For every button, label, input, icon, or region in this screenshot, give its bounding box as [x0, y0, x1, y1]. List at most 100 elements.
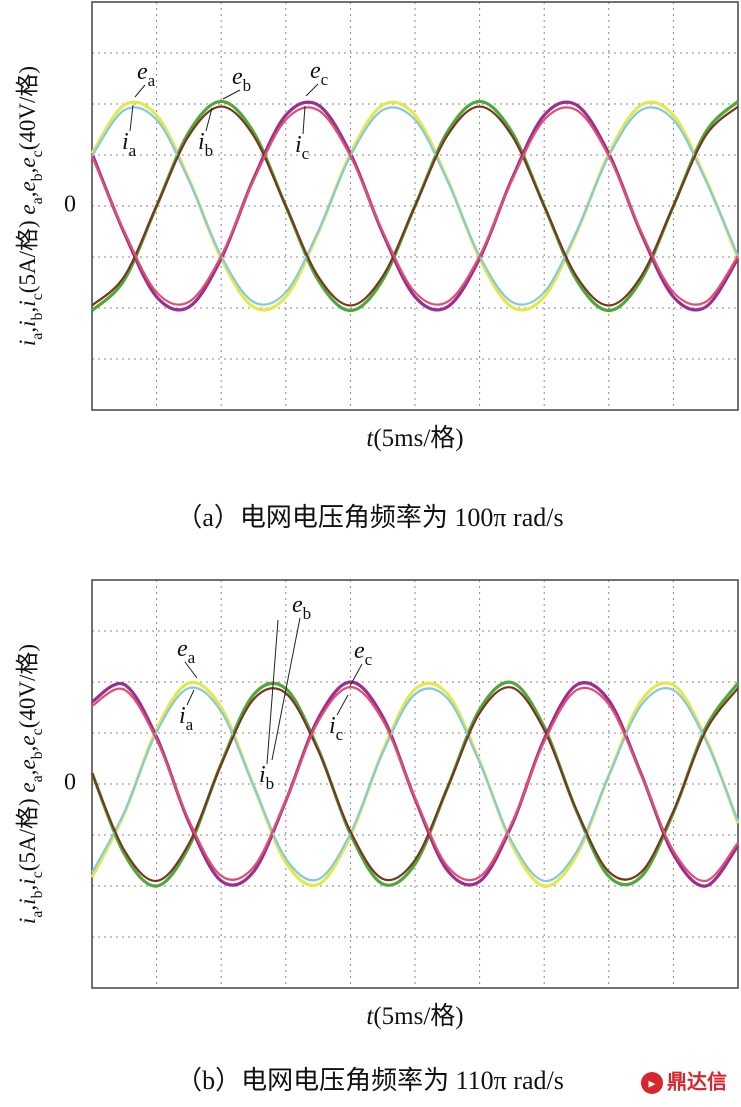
label-part: c [29, 293, 46, 300]
annotation-leader [266, 619, 279, 765]
annotation-sub: c [365, 650, 373, 669]
annotation-leader [186, 689, 195, 706]
label-part: t [366, 425, 374, 452]
annotation-name: e [354, 638, 365, 664]
annotation-sub: c [321, 70, 329, 89]
label-part: e [15, 181, 40, 191]
label-part: c [29, 871, 46, 878]
annotation-sub: c [302, 144, 310, 163]
watermark: 鼎达信 [667, 1070, 727, 1094]
label-part: , [15, 905, 40, 911]
annotation-leader [205, 107, 213, 132]
label-part: (5ms/格) [373, 424, 463, 452]
annotation-name: i [122, 129, 129, 155]
series-annotation: ia [122, 129, 137, 161]
label-part: (5ms/格) [373, 1002, 463, 1030]
series-annotation: ea [177, 636, 196, 668]
label-part: e [15, 157, 40, 167]
annotation-leader [271, 617, 301, 761]
caption: （b）电网电压角频率为 110π rad/s [176, 1066, 564, 1095]
annotation-name: e [177, 636, 188, 662]
label-part: , [15, 307, 40, 313]
annotation-name: e [292, 592, 303, 618]
annotation-name: i [198, 129, 205, 155]
label-part: (5A/格) [15, 793, 40, 872]
label-part: , [15, 327, 40, 333]
label-part: a [29, 333, 46, 340]
series-line [90, 106, 739, 306]
y-tick-label: 0 [64, 192, 76, 218]
x-axis-label: t(5ms/格) [366, 424, 463, 452]
x-axis-label: t(5ms/格) [366, 1002, 463, 1030]
label-part: e [15, 782, 40, 792]
annotation-leader [349, 663, 363, 687]
label-part: a [29, 197, 46, 204]
series-annotation: ib [198, 129, 213, 161]
label-part: e [15, 759, 40, 769]
annotation-leader [129, 104, 134, 132]
caption: （a）电网电压角频率为 100π rad/s [176, 503, 563, 532]
series-line [90, 686, 739, 883]
series-line [91, 105, 739, 307]
series-annotation: ic [329, 713, 344, 745]
label-part: , [15, 770, 40, 776]
label-part: i [15, 878, 40, 884]
label-part: (5A/格) [15, 215, 40, 294]
label-part: a [29, 911, 46, 918]
label-part: i [15, 898, 40, 904]
series-line [91, 106, 740, 306]
annotation-leader [184, 661, 198, 679]
label-part: t [366, 1003, 374, 1030]
label-part: b [29, 173, 46, 181]
annotation-name: e [232, 64, 243, 90]
watermark-logo: ▶ [641, 1072, 663, 1094]
label-part: c [29, 150, 46, 157]
label-part: (40V/格) [15, 66, 40, 150]
annotation-leader [222, 89, 241, 100]
label-part: i [15, 300, 40, 306]
annotation-name: i [259, 762, 266, 788]
annotation-sub: a [188, 648, 196, 667]
annotation-sub: a [186, 715, 194, 734]
series-annotation: ic [295, 132, 310, 164]
annotation-sub: b [266, 774, 275, 793]
y-axis-label: ia,ib,ic(5A/格) ea,eb,ec(40V/格) [15, 644, 46, 924]
label-part: e [15, 204, 40, 214]
series-annotation: ec [354, 638, 373, 670]
annotation-sub: a [148, 71, 156, 90]
label-part: b [29, 312, 46, 320]
annotation-sub: b [243, 76, 252, 95]
label-part: b [29, 751, 46, 759]
annotation-sub: a [129, 141, 137, 160]
series-line [90, 680, 740, 888]
logo-glyph: ▶ [649, 1080, 656, 1090]
series-annotation: ib [259, 762, 274, 794]
annotation-name: e [137, 59, 148, 85]
label-part: i [15, 340, 40, 346]
y-axis-label: ia,ib,ic(5A/格) ea,eb,ec(40V/格) [15, 66, 46, 346]
label-part: c [29, 728, 46, 735]
annotation-sub: c [336, 725, 344, 744]
annotation-leader [134, 84, 146, 98]
label-part: (40V/格) [15, 644, 40, 728]
plot-frame [91, 579, 739, 989]
label-part: a [29, 775, 46, 782]
series-annotation: eb [292, 592, 311, 624]
label-part: b [29, 890, 46, 898]
annotation-leader [336, 694, 349, 716]
annotation-name: i [295, 132, 302, 158]
annotation-sub: b [205, 141, 214, 160]
label-part: , [15, 168, 40, 174]
annotation-name: i [329, 713, 336, 739]
label-part: i [15, 320, 40, 326]
series-annotation: ec [310, 58, 329, 90]
series-annotation: ia [179, 703, 194, 735]
series-line [91, 685, 739, 883]
series-line [91, 686, 740, 883]
series-annotation: ea [137, 59, 156, 91]
logo-circle [641, 1072, 663, 1094]
series-annotation: eb [232, 64, 251, 96]
